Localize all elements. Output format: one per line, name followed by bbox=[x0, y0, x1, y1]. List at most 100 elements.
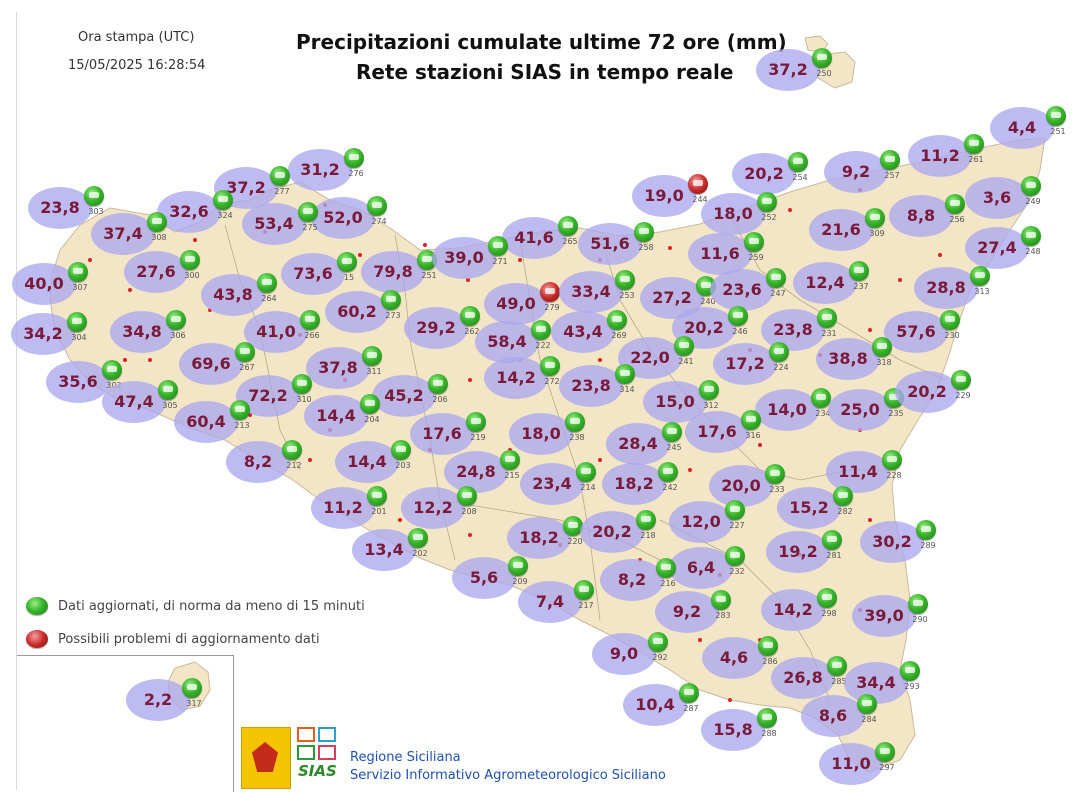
status-ok-icon[interactable] bbox=[457, 486, 477, 506]
status-ok-icon[interactable] bbox=[769, 342, 789, 362]
status-ok-icon[interactable] bbox=[744, 232, 764, 252]
status-ok-icon[interactable] bbox=[344, 148, 364, 168]
status-ok-icon[interactable] bbox=[679, 683, 699, 703]
status-ok-icon[interactable] bbox=[658, 462, 678, 482]
value-bubble bbox=[889, 195, 953, 237]
status-ok-icon[interactable] bbox=[728, 306, 748, 326]
status-ok-icon[interactable] bbox=[300, 310, 320, 330]
status-ok-icon[interactable] bbox=[882, 450, 902, 470]
status-ok-icon[interactable] bbox=[951, 370, 971, 390]
status-ok-icon[interactable] bbox=[857, 694, 877, 714]
value-bubble bbox=[502, 217, 566, 259]
status-ok-icon[interactable] bbox=[166, 310, 186, 330]
status-ok-icon[interactable] bbox=[235, 342, 255, 362]
status-ok-icon[interactable] bbox=[1021, 176, 1041, 196]
status-ok-icon[interactable] bbox=[822, 530, 842, 550]
status-ok-icon[interactable] bbox=[360, 394, 380, 414]
status-ok-icon[interactable] bbox=[900, 661, 920, 681]
status-problem-icon[interactable] bbox=[540, 282, 560, 302]
status-ok-icon[interactable] bbox=[428, 374, 448, 394]
status-ok-icon[interactable] bbox=[68, 262, 88, 282]
status-ok-icon[interactable] bbox=[362, 346, 382, 366]
status-ok-icon[interactable] bbox=[817, 588, 837, 608]
status-ok-icon[interactable] bbox=[699, 380, 719, 400]
status-ok-icon[interactable] bbox=[636, 510, 656, 530]
status-ok-icon[interactable] bbox=[827, 656, 847, 676]
status-ok-icon[interactable] bbox=[367, 196, 387, 216]
status-ok-icon[interactable] bbox=[282, 440, 302, 460]
status-ok-icon[interactable] bbox=[367, 486, 387, 506]
status-ok-icon[interactable] bbox=[607, 310, 627, 330]
status-ok-icon[interactable] bbox=[908, 594, 928, 614]
status-ok-icon[interactable] bbox=[811, 388, 831, 408]
status-ok-icon[interactable] bbox=[67, 312, 87, 332]
status-ok-icon[interactable] bbox=[408, 528, 428, 548]
status-ok-icon[interactable] bbox=[84, 186, 104, 206]
status-ok-icon[interactable] bbox=[460, 306, 480, 326]
status-ok-icon[interactable] bbox=[1046, 106, 1066, 126]
status-ok-icon[interactable] bbox=[576, 462, 596, 482]
status-ok-icon[interactable] bbox=[634, 222, 654, 242]
status-ok-icon[interactable] bbox=[391, 440, 411, 460]
status-ok-icon[interactable] bbox=[711, 590, 731, 610]
status-ok-icon[interactable] bbox=[757, 192, 777, 212]
status-ok-icon[interactable] bbox=[872, 337, 892, 357]
status-ok-icon[interactable] bbox=[270, 166, 290, 186]
status-ok-icon[interactable] bbox=[230, 400, 250, 420]
status-ok-icon[interactable] bbox=[574, 580, 594, 600]
status-ok-icon[interactable] bbox=[788, 152, 808, 172]
status-ok-icon[interactable] bbox=[102, 360, 122, 380]
status-ok-icon[interactable] bbox=[500, 450, 520, 470]
status-ok-icon[interactable] bbox=[758, 636, 778, 656]
status-ok-icon[interactable] bbox=[812, 48, 832, 68]
status-ok-icon[interactable] bbox=[656, 558, 676, 578]
status-ok-icon[interactable] bbox=[298, 202, 318, 222]
status-ok-icon[interactable] bbox=[849, 261, 869, 281]
station-id: 304 bbox=[71, 333, 87, 342]
status-ok-icon[interactable] bbox=[757, 708, 777, 728]
status-ok-icon[interactable] bbox=[648, 632, 668, 652]
status-ok-icon[interactable] bbox=[615, 270, 635, 290]
status-ok-icon[interactable] bbox=[565, 412, 585, 432]
status-ok-icon[interactable] bbox=[833, 486, 853, 506]
status-ok-icon[interactable] bbox=[880, 150, 900, 170]
status-ok-icon[interactable] bbox=[940, 310, 960, 330]
value-bubble bbox=[126, 679, 190, 721]
status-ok-icon[interactable] bbox=[725, 546, 745, 566]
status-ok-icon[interactable] bbox=[508, 556, 528, 576]
status-ok-icon[interactable] bbox=[765, 464, 785, 484]
status-ok-icon[interactable] bbox=[180, 250, 200, 270]
status-ok-icon[interactable] bbox=[292, 374, 312, 394]
status-ok-icon[interactable] bbox=[182, 678, 202, 698]
status-ok-icon[interactable] bbox=[337, 252, 357, 272]
status-ok-icon[interactable] bbox=[725, 500, 745, 520]
status-ok-icon[interactable] bbox=[147, 212, 167, 232]
status-ok-icon[interactable] bbox=[945, 194, 965, 214]
status-ok-icon[interactable] bbox=[766, 268, 786, 288]
status-ok-icon[interactable] bbox=[662, 422, 682, 442]
status-ok-icon[interactable] bbox=[381, 290, 401, 310]
station-id: 258 bbox=[638, 243, 654, 252]
status-ok-icon[interactable] bbox=[875, 742, 895, 762]
status-ok-icon[interactable] bbox=[615, 364, 635, 384]
status-ok-icon[interactable] bbox=[916, 520, 936, 540]
status-ok-icon[interactable] bbox=[466, 412, 486, 432]
value-bubble bbox=[701, 709, 765, 751]
status-ok-icon[interactable] bbox=[158, 380, 178, 400]
status-ok-icon[interactable] bbox=[741, 410, 761, 430]
status-ok-icon[interactable] bbox=[531, 320, 551, 340]
status-ok-icon[interactable] bbox=[817, 308, 837, 328]
status-ok-icon[interactable] bbox=[558, 216, 578, 236]
status-problem-icon[interactable] bbox=[688, 174, 708, 194]
station-value: 27,2 bbox=[652, 288, 692, 307]
status-ok-icon[interactable] bbox=[563, 516, 583, 536]
status-ok-icon[interactable] bbox=[488, 236, 508, 256]
status-ok-icon[interactable] bbox=[674, 336, 694, 356]
status-ok-icon[interactable] bbox=[964, 134, 984, 154]
status-ok-icon[interactable] bbox=[970, 266, 990, 286]
status-ok-icon[interactable] bbox=[865, 208, 885, 228]
status-ok-icon[interactable] bbox=[540, 356, 560, 376]
status-ok-icon[interactable] bbox=[1021, 226, 1041, 246]
status-ok-icon[interactable] bbox=[213, 190, 233, 210]
status-ok-icon[interactable] bbox=[257, 273, 277, 293]
